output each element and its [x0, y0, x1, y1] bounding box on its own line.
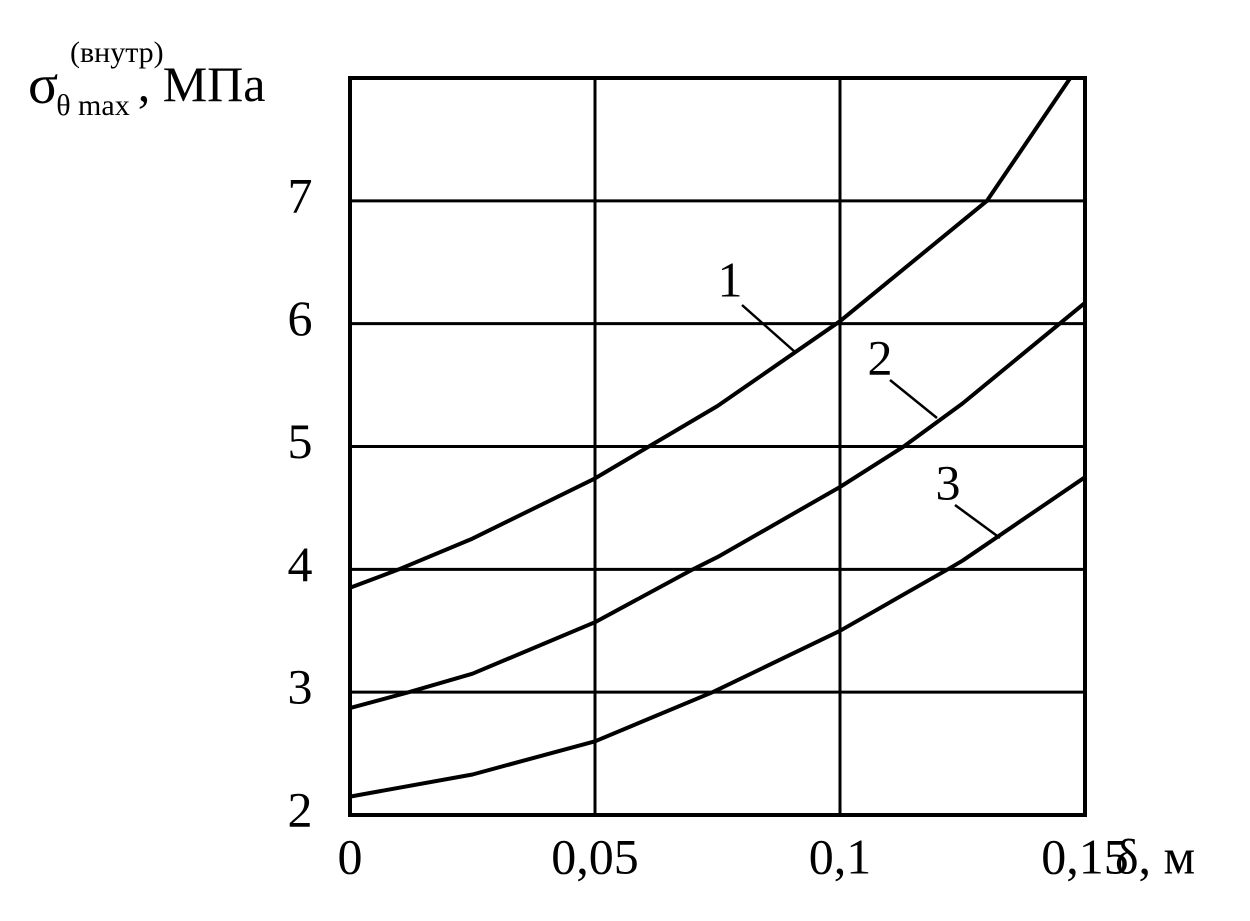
- x-tick-label: 0,1: [809, 828, 872, 884]
- y-label-superscript: (внутр): [70, 36, 164, 69]
- leader-line: [741, 304, 796, 353]
- y-tick-label: 2: [288, 781, 313, 837]
- y-tick-label: 6: [288, 290, 313, 346]
- x-tick-label: 0,05: [551, 828, 639, 884]
- y-label-symbol: σ: [28, 54, 58, 116]
- series-label: 1: [718, 251, 743, 307]
- y-axis-label: σθ max, МПа: [28, 54, 265, 122]
- curve: [349, 76, 1072, 590]
- y-label-subscript: θ max: [56, 89, 130, 122]
- x-tick-label: 0,15: [1041, 828, 1129, 884]
- series-label: 2: [868, 329, 893, 385]
- leader-line: [889, 379, 938, 419]
- y-label-unit: , МПа: [138, 56, 266, 112]
- y-tick-label: 3: [288, 659, 313, 715]
- curve: [349, 301, 1087, 711]
- leader-line: [954, 503, 1001, 540]
- x-axis-label: δ, м: [1115, 828, 1195, 884]
- series-label: 3: [936, 454, 961, 510]
- curve: [349, 475, 1087, 799]
- y-tick-label: 4: [288, 536, 313, 592]
- plot-frame: [348, 76, 1087, 817]
- x-tick-label: 0: [338, 828, 363, 884]
- y-tick-label: 7: [288, 167, 313, 223]
- y-tick-label: 5: [288, 413, 313, 469]
